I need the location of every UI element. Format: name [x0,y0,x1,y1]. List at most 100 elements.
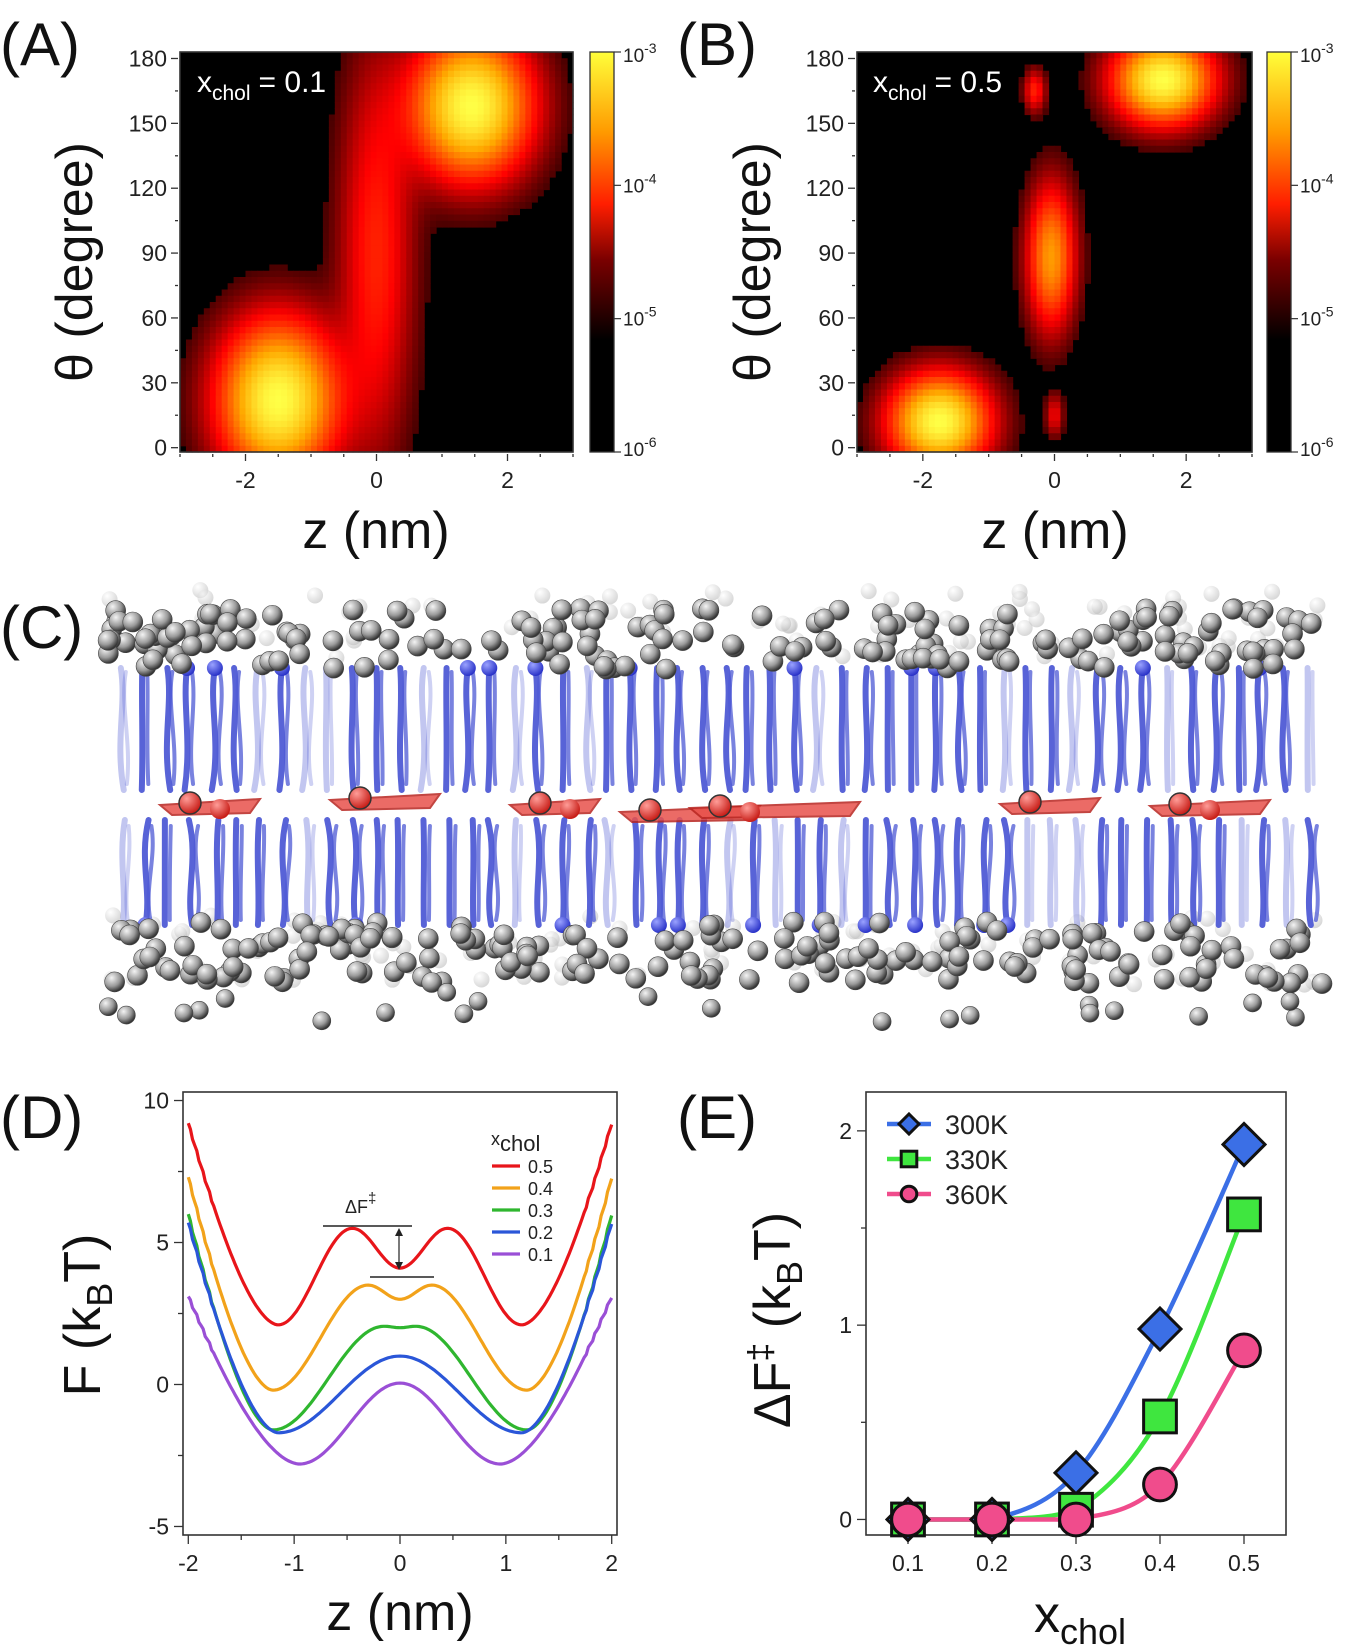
heat-cell [340,389,348,397]
heat-cell [495,64,503,72]
heat-cell [340,95,348,103]
head-bead-loose [454,1004,474,1024]
heat-cell [1072,239,1080,247]
heat-cell [555,152,562,159]
heat-cell [328,152,336,159]
svg-text:ΔF‡: ΔF‡ [345,1190,376,1217]
heat-cell [406,133,413,141]
heat-cell [406,208,413,216]
heat-cell [1144,52,1151,59]
heat-cell [1036,108,1044,116]
heat-cell [501,52,509,59]
heat-cell [1102,83,1109,91]
heat-cell [513,189,520,197]
heat-cell [1240,58,1247,66]
heat-cell [406,389,413,397]
heat-cell [1060,339,1068,347]
lipid-tail-upper [914,670,920,786]
heat-cell [1042,352,1050,359]
heat-cell [334,270,342,278]
head-bead-loose [99,997,118,1017]
heat-cell [1078,289,1086,297]
heat-cell [465,114,473,122]
heat-cell [1042,308,1050,316]
heat-cell [269,433,276,441]
heat-cell [1036,245,1044,253]
heat-cell [239,414,247,422]
heat-cell [1042,83,1050,91]
heat-cell [1030,89,1038,97]
heat-cell [1066,339,1074,347]
heat-cell [862,414,870,422]
heat-cell [364,183,372,191]
heat-cell [531,164,538,172]
heat-cell [376,395,384,403]
heat-cell [910,345,918,353]
heat-cell [376,277,384,284]
heat-cell [1048,427,1056,434]
heat-cell [400,327,407,334]
heat-cell [1042,364,1050,372]
heat-cell [263,383,270,391]
heat-cell [1024,339,1032,347]
heat-cell [430,64,437,72]
heat-cell [1090,52,1097,59]
heat-cell [370,327,378,334]
heat-cell [489,108,497,116]
heat-cell [501,152,509,159]
heat-cell [221,414,229,422]
ylabel-d-sub: B [79,1283,120,1307]
heat-cell [1132,102,1139,109]
heat-cell [970,364,978,372]
heat-cell [257,302,264,309]
head-bead-upper [1300,613,1322,634]
heat-cell [281,302,288,309]
heat-cell [1060,189,1068,197]
heat-cell [221,439,229,447]
heat-cell [382,402,389,409]
heat-cell [233,420,241,428]
heat-cell [406,345,413,353]
colorbar-base: 10 [623,46,644,67]
heat-cell [1060,233,1068,241]
heat-cell [1036,270,1044,278]
heat-cell [465,214,473,222]
heat-cell [382,320,389,328]
heat-cell [299,308,306,316]
heat-cell [549,70,556,78]
heat-cell [388,439,395,447]
xtick-label: -1 [284,1550,304,1576]
heat-cell [346,327,354,334]
heat-cell [1012,233,1020,241]
heat-cell [394,164,401,172]
lipid-tail-lower [755,824,762,922]
heat-cell [964,395,972,403]
heat-cell [1162,58,1169,66]
heat-cell [1024,245,1032,253]
head-bead-upper [549,653,570,675]
heat-cell [328,314,336,322]
heat-cell [1018,302,1026,309]
heat-cell [910,420,918,428]
heat-cell [886,377,894,384]
heat-cell [1030,283,1038,291]
ylabel-e-sup: ‡ [742,1343,780,1362]
heat-cell [281,395,288,403]
heat-cell [1024,95,1032,103]
heat-cell [251,333,258,341]
heat-cell [221,327,229,334]
heat-cell [370,70,378,78]
heat-cell [1018,283,1026,291]
heat-cell [1054,170,1062,178]
lipid-tail-upper [1218,670,1225,786]
ylabel-d-main: F (k [54,1306,112,1397]
heat-cell [305,345,312,353]
heat-cell [388,195,395,203]
heat-cell [418,52,425,59]
heat-cell [471,152,479,159]
heat-cell [892,445,900,453]
heat-cell [964,389,972,397]
heat-cell [275,377,282,384]
heat-cell [340,183,348,191]
